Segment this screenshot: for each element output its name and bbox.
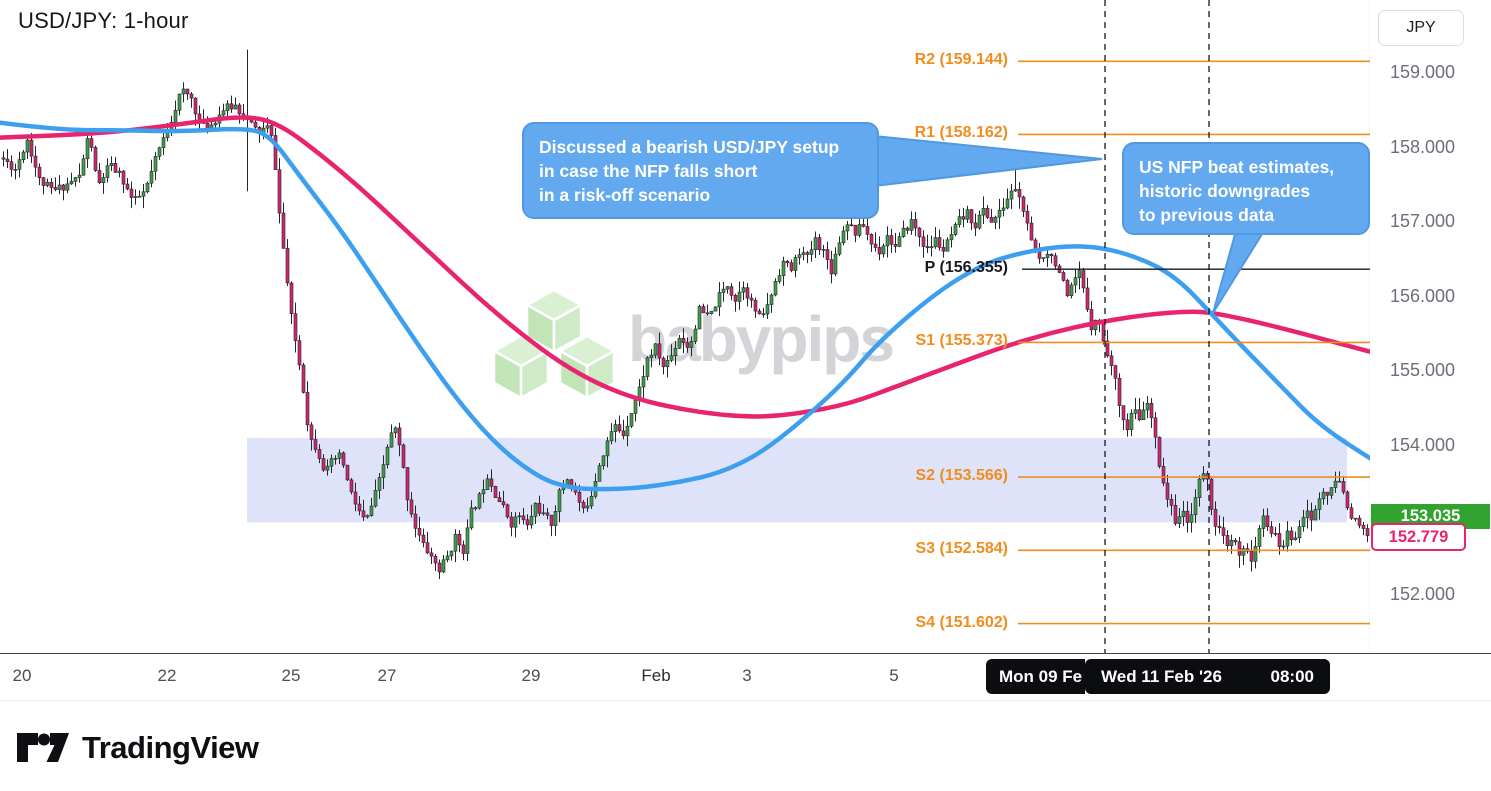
price-tick-156.000: 156.000: [1390, 285, 1456, 306]
price-badge-pink: 152.779: [1371, 523, 1466, 551]
crosshair-date-tooltip-right: Wed 11 Feb '26 08:00: [1085, 659, 1330, 694]
crosshair-date-tooltip-left: Mon 09 Fe: [986, 659, 1085, 694]
price-tick-154.000: 154.000: [1390, 434, 1456, 455]
pivot-label-p: P (156.355): [924, 259, 1008, 277]
time-tick-3: 3: [742, 666, 752, 685]
time-tick-29: 29: [521, 666, 541, 685]
callout-bearish-setup[interactable]: Discussed a bearish USD/JPY setup in cas…: [522, 122, 879, 219]
price-tick-152.000: 152.000: [1390, 583, 1456, 604]
time-tick-5: 5: [889, 666, 899, 685]
babypips-watermark-text: babypips: [628, 303, 895, 375]
pink-ma: [0, 115, 1381, 419]
pivot-label-r1: R1 (158.162): [914, 124, 1008, 142]
blue-ma: [0, 120, 1381, 492]
time-tick-25: 25: [281, 666, 301, 685]
footer: TradingView: [0, 700, 1491, 791]
price-tick-158.000: 158.000: [1390, 136, 1456, 157]
callout-nfp-beat[interactable]: US NFP beat estimates, historic downgrad…: [1122, 142, 1370, 235]
time-tick-20: 20: [12, 666, 32, 685]
chart-title: USD/JPY: 1-hour: [18, 8, 189, 33]
time-axis[interactable]: 20 22 25 27 29 Feb 3 5 Mon 09 Fe Wed 11 Feb '26…: [0, 653, 1491, 701]
price-axis[interactable]: JPY 159.000 158.000 157.000 156.000 155.000 1…: [1370, 0, 1491, 700]
price-tick-155.000: 155.000: [1390, 360, 1456, 381]
time-tick-22: 22: [157, 666, 177, 685]
price-tick-159.000: 159.000: [1390, 62, 1456, 82]
pivot-label-s1: S1 (155.373): [915, 332, 1008, 350]
price-tick-157.000: 157.000: [1390, 211, 1456, 232]
currency-button[interactable]: JPY: [1378, 10, 1464, 46]
tradingview-wordmark: TradingView: [82, 730, 259, 765]
candlestick-series: [1, 49, 1370, 579]
pivot-label-r2: R2 (159.144): [914, 51, 1008, 69]
tradingview-logo[interactable]: TradingView: [16, 729, 259, 767]
pivot-label-s3: S3 (152.584): [915, 540, 1008, 558]
callout-tail-right: [1212, 230, 1266, 314]
callout-tail-left: [873, 134, 1103, 188]
tradingview-mark-icon: [17, 733, 69, 762]
tooltip-time: 08:00: [1270, 666, 1314, 686]
pivot-label-s2: S2 (153.566): [915, 467, 1008, 485]
pivot-label-s4: S4 (151.602): [915, 613, 1008, 631]
time-tick-Feb: Feb: [641, 666, 671, 685]
tooltip-date: Wed 11 Feb '26: [1101, 666, 1222, 686]
time-tick-27: 27: [377, 666, 397, 685]
